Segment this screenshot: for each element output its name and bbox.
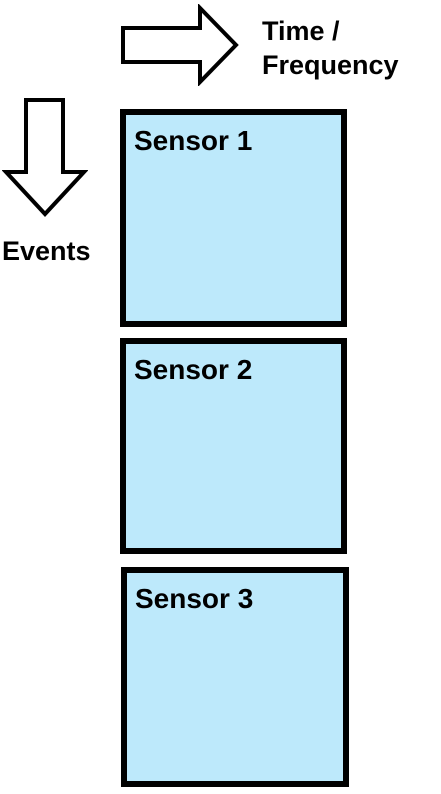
events-label: Events — [2, 236, 91, 266]
time-label-line: Time / — [262, 16, 340, 46]
sensor-label: Sensor 3 — [135, 583, 254, 614]
sensor-panel-3: Sensor 3 — [121, 567, 349, 787]
sensor-panel-2: Sensor 2 — [120, 338, 347, 554]
time-frequency-label: Time / Frequency — [262, 14, 399, 82]
frequency-label-line: Frequency — [262, 50, 399, 80]
sensor-label: Sensor 2 — [134, 354, 253, 385]
down-arrow-icon — [2, 96, 88, 220]
sensor-label: Sensor 1 — [134, 125, 253, 156]
right-arrow-icon — [118, 4, 242, 86]
sensor-panel-1: Sensor 1 — [120, 109, 347, 327]
